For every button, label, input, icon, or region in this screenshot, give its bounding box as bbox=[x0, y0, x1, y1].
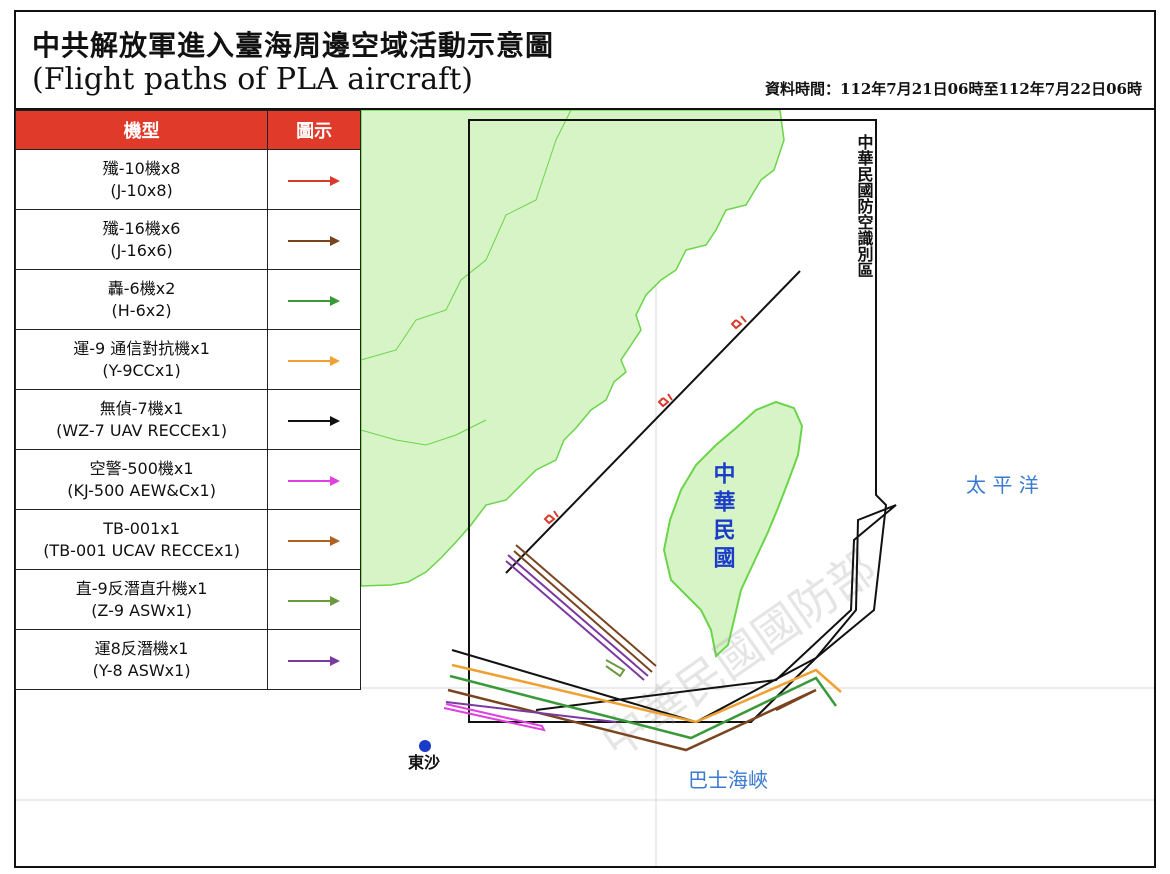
arrow-icon bbox=[288, 475, 341, 486]
province-border bbox=[360, 110, 572, 361]
z9-path bbox=[605, 659, 626, 678]
legend-aircraft-zh: 轟-6機x2 bbox=[107, 278, 176, 298]
y8-loop-path bbox=[445, 701, 617, 723]
legend-aircraft-zh: 直-9反潛直升機x1 bbox=[75, 578, 208, 598]
data-time: 資料時間：112年7月21日06時至112年7月22日06時 bbox=[765, 80, 1142, 98]
h6-path bbox=[449, 674, 838, 740]
arrow-icon bbox=[288, 295, 341, 306]
legend-header-symbol: 圖示 bbox=[267, 110, 361, 150]
wz7-path bbox=[505, 270, 801, 574]
kj500-path bbox=[443, 703, 546, 732]
y9-path bbox=[451, 663, 842, 724]
legend-aircraft-name: 空警-500機x1 (KJ-500 AEW&Cx1) bbox=[14, 449, 269, 510]
legend-aircraft-name: 運-9 通信對抗機x1 (Y-9CCx1) bbox=[14, 329, 269, 390]
legend-aircraft-name: 運8反潛機x1 (Y-8 ASWx1) bbox=[14, 629, 269, 690]
legend-aircraft-name: 無偵-7機x1 (WZ-7 UAV RECCEx1) bbox=[14, 389, 269, 450]
legend-aircraft-en: (J-10x8) bbox=[110, 180, 173, 200]
legend-aircraft-zh: 無偵-7機x1 bbox=[99, 398, 184, 418]
legend-aircraft-en: (Y-9CCx1) bbox=[102, 360, 181, 380]
legend-symbol-cell bbox=[267, 569, 361, 630]
legend-aircraft-en: (H-6x2) bbox=[111, 300, 172, 320]
arrow-icon bbox=[288, 175, 341, 186]
legend-aircraft-en: (Y-8 ASWx1) bbox=[92, 660, 191, 680]
legend-aircraft-name: 直-9反潛直升機x1 (Z-9 ASWx1) bbox=[14, 569, 269, 630]
arrow-icon bbox=[288, 235, 341, 246]
j16-path bbox=[513, 544, 657, 673]
legend-symbol-cell bbox=[267, 269, 361, 330]
legend-aircraft-zh: 殲-16機x6 bbox=[102, 218, 181, 238]
adiz-boundary bbox=[468, 119, 888, 723]
adiz-label: 中華民國防空識別區 bbox=[855, 133, 874, 278]
j16-loop-path bbox=[447, 688, 817, 752]
legend-row: 運8反潛機x1 (Y-8 ASWx1) bbox=[14, 629, 361, 690]
arrow-icon bbox=[288, 595, 341, 606]
china-mainland bbox=[360, 110, 785, 587]
legend-row: 無偵-7機x1 (WZ-7 UAV RECCEx1) bbox=[14, 389, 361, 450]
legend-header-type: 機型 bbox=[14, 110, 269, 150]
legend-symbol-cell bbox=[267, 509, 361, 570]
legend-row: 直-9反潛直升機x1 (Z-9 ASWx1) bbox=[14, 569, 361, 630]
dongsha-marker bbox=[419, 740, 431, 752]
legend-symbol-cell bbox=[267, 149, 361, 210]
taiwan-label: 中華民國 bbox=[710, 462, 736, 574]
legend-aircraft-en: (KJ-500 AEW&Cx1) bbox=[67, 480, 216, 500]
legend-aircraft-zh: TB-001x1 bbox=[103, 518, 180, 538]
pacific-label: 太 平 洋 bbox=[966, 473, 1039, 497]
legend-row: TB-001x1 (TB-001 UCAV RECCEx1) bbox=[14, 509, 361, 570]
legend-aircraft-name: TB-001x1 (TB-001 UCAV RECCEx1) bbox=[14, 509, 269, 570]
map: 東沙 中華民國防空識別區 中華民國 太 平 洋 巴士海峽 中華民國國防部 bbox=[16, 110, 1154, 866]
legend-row: 殲-10機x8 (J-10x8) bbox=[14, 149, 361, 210]
legend-aircraft-name: 轟-6機x2 (H-6x2) bbox=[14, 269, 269, 330]
legend-row: 空警-500機x1 (KJ-500 AEW&Cx1) bbox=[14, 449, 361, 510]
title-en: (Flight paths of PLA aircraft) bbox=[32, 62, 473, 97]
j10-markers bbox=[543, 315, 747, 525]
province-border bbox=[360, 419, 487, 446]
wz7-loop-path bbox=[451, 504, 897, 724]
y8-path bbox=[505, 554, 649, 681]
dongsha-label: 東沙 bbox=[408, 753, 440, 772]
legend-aircraft-en: (J-16x6) bbox=[110, 240, 173, 260]
legend-table: 機型 圖示 殲-10機x8 (J-10x8) 殲-16機x6 (J-16x6) 轟-6機… bbox=[14, 110, 361, 690]
taiwan-island bbox=[662, 400, 804, 658]
bashi-label: 巴士海峽 bbox=[688, 768, 768, 792]
legend-symbol-cell bbox=[267, 449, 361, 510]
legend-aircraft-zh: 空警-500機x1 bbox=[89, 458, 194, 478]
legend-row: 運-9 通信對抗機x1 (Y-9CCx1) bbox=[14, 329, 361, 390]
arrow-icon bbox=[288, 655, 341, 666]
legend-row: 轟-6機x2 (H-6x2) bbox=[14, 269, 361, 330]
legend-row: 殲-16機x6 (J-16x6) bbox=[14, 209, 361, 270]
legend-aircraft-en: (TB-001 UCAV RECCEx1) bbox=[43, 540, 240, 560]
arrow-icon bbox=[288, 415, 341, 426]
legend-aircraft-name: 殲-10機x8 (J-10x8) bbox=[14, 149, 269, 210]
arrow-icon bbox=[288, 355, 341, 366]
legend-aircraft-en: (WZ-7 UAV RECCEx1) bbox=[56, 420, 228, 440]
legend-symbol-cell bbox=[267, 209, 361, 270]
legend-symbol-cell bbox=[267, 629, 361, 690]
header: 中共解放軍進入臺海周邊空域活動示意圖 (Flight paths of PLA … bbox=[14, 10, 1156, 110]
legend-aircraft-zh: 殲-10機x8 bbox=[102, 158, 181, 178]
legend-aircraft-en: (Z-9 ASWx1) bbox=[91, 600, 192, 620]
legend-symbol-cell bbox=[267, 389, 361, 450]
legend-aircraft-zh: 運-9 通信對抗機x1 bbox=[73, 338, 210, 358]
legend-aircraft-zh: 運8反潛機x1 bbox=[94, 638, 189, 658]
legend-aircraft-name: 殲-16機x6 (J-16x6) bbox=[14, 209, 269, 270]
arrow-icon bbox=[288, 535, 341, 546]
legend-symbol-cell bbox=[267, 329, 361, 390]
title-zh: 中共解放軍進入臺海周邊空域活動示意圖 bbox=[32, 29, 555, 62]
